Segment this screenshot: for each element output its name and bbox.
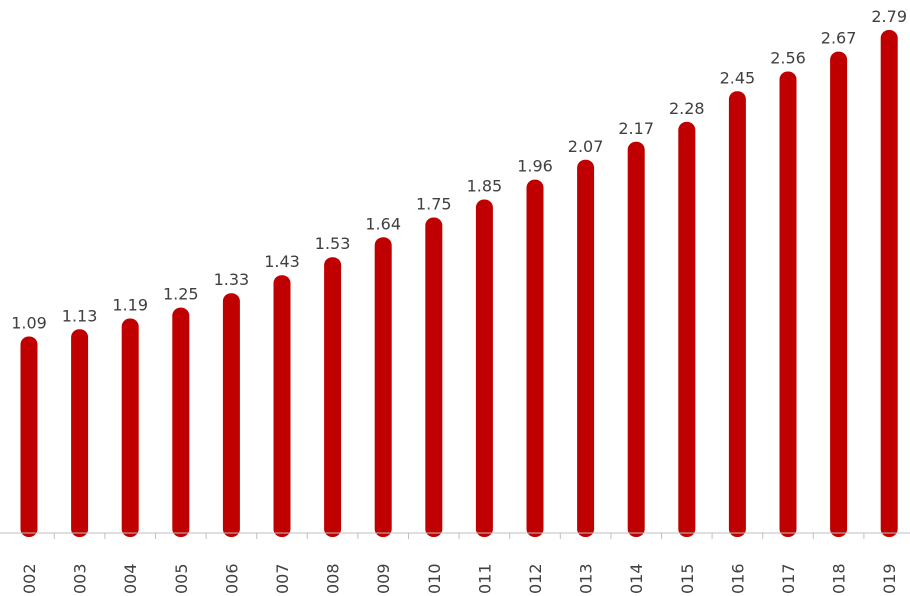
data-label-012: 1.96	[517, 157, 553, 176]
tick-label-012: 012	[526, 563, 545, 594]
bar-004	[121, 318, 139, 537]
data-label-010: 1.75	[416, 195, 452, 214]
bar-002	[20, 336, 38, 537]
bar-018	[830, 51, 848, 537]
bars-group	[20, 30, 898, 538]
tick-label-014: 014	[627, 563, 646, 594]
bar-007	[273, 275, 291, 537]
bar-005	[172, 307, 190, 537]
bar-016	[728, 91, 746, 538]
data-label-014: 2.17	[618, 119, 654, 138]
data-label-006: 1.33	[214, 270, 250, 289]
data-labels-group: 1.09 1.13 1.19 1.25 1.33 1.43 1.53 1.64 1.75 1.85…	[11, 7, 907, 333]
bar-008	[324, 257, 342, 537]
data-label-003: 1.13	[62, 306, 98, 325]
data-label-008: 1.53	[315, 234, 351, 253]
data-label-019: 2.79	[871, 7, 907, 26]
tick-label-018: 018	[830, 563, 849, 594]
tick-label-007: 007	[273, 563, 292, 594]
bar-013	[577, 159, 595, 538]
bar-017	[779, 71, 797, 537]
bar-012	[526, 179, 544, 537]
data-label-015: 2.28	[669, 99, 705, 118]
data-label-005: 1.25	[163, 285, 199, 304]
data-label-016: 2.45	[720, 68, 756, 87]
data-label-011: 1.85	[467, 177, 503, 196]
tick-label-011: 011	[475, 563, 494, 594]
x-tick-labels-group: 002 003 004 005 006 007 008 009 010 011 012 013 014 0…	[20, 563, 899, 594]
data-label-018: 2.67	[821, 29, 857, 48]
data-label-009: 1.64	[365, 214, 401, 233]
tick-label-003: 003	[71, 563, 90, 594]
bar-014	[627, 141, 645, 538]
bar-019	[880, 30, 898, 537]
tick-label-006: 006	[222, 563, 241, 594]
tick-label-013: 013	[577, 563, 596, 594]
tick-label-009: 009	[374, 563, 393, 594]
data-label-007: 1.43	[264, 252, 300, 271]
data-label-004: 1.19	[112, 296, 148, 315]
tick-label-015: 015	[678, 563, 697, 594]
data-label-013: 2.07	[568, 137, 604, 156]
bar-006	[222, 293, 240, 537]
data-label-017: 2.56	[770, 49, 806, 68]
x-tick-marks-group	[53, 533, 865, 539]
tick-label-016: 016	[728, 563, 747, 594]
tick-label-008: 008	[324, 563, 343, 594]
tick-label-004: 004	[121, 563, 140, 594]
tick-label-019: 019	[880, 563, 899, 594]
tick-label-002: 002	[20, 563, 39, 594]
tick-label-005: 005	[172, 563, 191, 594]
tick-label-010: 010	[425, 563, 444, 594]
data-label-002: 1.09	[11, 314, 47, 333]
bar-009	[374, 237, 392, 538]
bar-010	[425, 217, 443, 537]
bar-003	[71, 329, 89, 537]
tick-label-017: 017	[779, 563, 798, 594]
bar-011	[475, 199, 493, 537]
bar-015	[678, 121, 696, 538]
